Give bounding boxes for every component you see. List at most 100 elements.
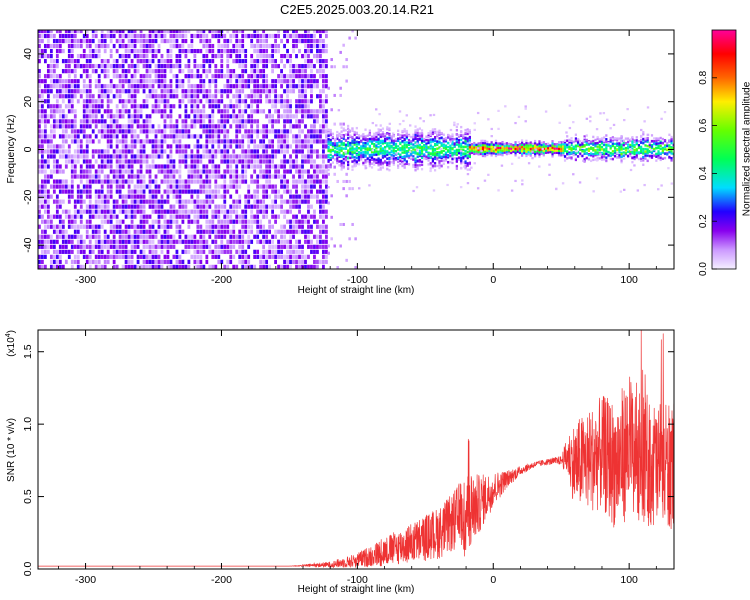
- spectrogram-cell: [357, 162, 361, 166]
- spectrogram-cell: [262, 38, 266, 44]
- spectrogram-cell: [579, 152, 582, 155]
- spectrogram-cell: [304, 104, 307, 109]
- spectrogram-cell: [46, 149, 50, 154]
- spectrogram-cell: [271, 59, 274, 64]
- spectrogram-cell: [327, 201, 330, 205]
- spectrogram-cell: [377, 141, 380, 145]
- spectrogram-cell: [169, 159, 173, 164]
- spectrogram-cell: [208, 149, 212, 154]
- spectrogram-cell: [142, 124, 146, 129]
- spectrogram-cell: [274, 94, 277, 99]
- spectrogram-cell: [319, 109, 322, 114]
- spectrogram-cell: [468, 150, 471, 153]
- spectrogram-cell: [199, 259, 203, 264]
- spectrogram-cell: [304, 234, 307, 239]
- spectrogram-cell: [451, 147, 454, 151]
- spectrogram-cell: [214, 134, 218, 139]
- spectrogram-cell: [301, 64, 304, 69]
- spectrogram-cell: [217, 234, 221, 239]
- spectrogram-cell: [217, 184, 221, 189]
- spectrogram-cell: [274, 229, 277, 234]
- spectrogram-cell: [142, 59, 146, 64]
- spectrogram-cell: [355, 146, 358, 150]
- spectrogram-cell: [67, 69, 71, 74]
- spectrogram-cell: [399, 159, 402, 162]
- spectrogram-cell: [160, 169, 164, 174]
- spectrogram-cell: [345, 194, 348, 198]
- spectrogram-cell: [379, 135, 382, 139]
- spectrogram-cell: [366, 138, 369, 141]
- spectrogram-cell: [475, 150, 478, 153]
- spectrogram-cell: [100, 124, 104, 129]
- spectrogram-cell: [244, 69, 248, 74]
- spectrogram-cell: [295, 74, 298, 79]
- spectrogram-cell: [235, 30, 239, 34]
- spectrogram-cell: [355, 140, 358, 144]
- spectrogram-cell: [451, 134, 454, 138]
- spectrogram-cell: [420, 160, 424, 163]
- spectrogram-cell: [286, 134, 289, 139]
- spectrogram-cell: [55, 94, 59, 99]
- spectrogram-cell: [310, 244, 313, 249]
- spectrogram-cell: [199, 114, 203, 119]
- spectrogram-cell: [118, 164, 122, 169]
- spectrogram-cell: [151, 209, 155, 214]
- spectrogram-cell: [377, 138, 380, 141]
- spectrogram-cell: [100, 104, 104, 109]
- spectrogram-cell: [163, 134, 167, 139]
- spectrogram-cell: [283, 229, 286, 234]
- spectrogram-cell: [187, 154, 191, 159]
- spectrogram-cell: [307, 64, 310, 69]
- spectrogram-cell: [362, 161, 365, 165]
- spectrogram-cell: [256, 239, 260, 244]
- spectrogram-cell: [79, 199, 83, 204]
- spectrogram-cell: [52, 119, 56, 124]
- spectrogram-cell: [464, 167, 467, 170]
- spectrogram-cell: [73, 89, 77, 94]
- spectrogram-cell: [49, 114, 53, 119]
- spectrogram-cell: [265, 38, 269, 44]
- spectrogram-cell: [405, 162, 408, 166]
- spectrogram-cell: [52, 74, 56, 79]
- spectrogram-cell: [292, 219, 295, 224]
- spectrogram-cell: [265, 249, 269, 254]
- spectrogram-cell: [262, 149, 266, 154]
- spectrogram-cell: [100, 134, 104, 139]
- spectrogram-cell: [319, 229, 322, 234]
- spectrogram-cell: [97, 119, 101, 124]
- spectrogram-cell: [229, 249, 233, 254]
- spectrogram-cell: [253, 159, 257, 164]
- spectrogram-cell: [490, 154, 493, 157]
- spectrogram-cell: [289, 99, 292, 104]
- spectrogram-cell: [481, 150, 485, 153]
- spectrogram-cell: [468, 148, 471, 151]
- spectrogram-cell: [193, 174, 197, 179]
- spectrogram-cell: [94, 169, 98, 174]
- spectrogram-cell: [190, 84, 194, 89]
- spectrogram-cell: [139, 204, 143, 209]
- spectrogram-cell: [420, 152, 424, 155]
- spectrogram-cell: [503, 149, 506, 152]
- spectrogram-cell: [121, 184, 125, 189]
- spectrogram-cell: [460, 144, 463, 148]
- spectrogram-cell: [301, 74, 304, 79]
- spectrogram-cell: [175, 194, 179, 199]
- spectrogram-cell: [145, 139, 149, 144]
- spectrogram-cell: [425, 155, 428, 158]
- spectrogram-cell: [85, 139, 89, 144]
- spectrogram-cell: [160, 79, 164, 84]
- spectrogram-cell: [49, 84, 53, 89]
- spectrogram-cell: [130, 114, 134, 119]
- spectrogram-cell: [175, 214, 179, 219]
- spectrogram-cell: [205, 33, 209, 39]
- spectrogram-cell: [268, 114, 272, 119]
- spectrogram-cell: [449, 135, 452, 138]
- spectrogram-cell: [244, 259, 248, 264]
- spectrogram-cell: [570, 151, 573, 155]
- spectrogram-cell: [181, 209, 185, 214]
- spectrogram-cell: [226, 244, 230, 249]
- spectrogram-cell: [187, 30, 191, 34]
- spectrogram-cell: [562, 143, 565, 146]
- spectrogram-cell: [373, 132, 376, 136]
- spectrogram-cell: [88, 179, 92, 184]
